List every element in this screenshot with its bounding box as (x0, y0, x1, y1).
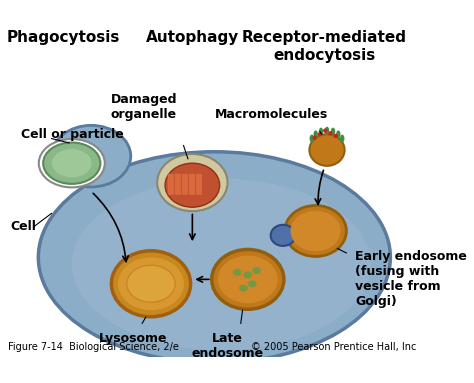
Text: Figure 7-14  Biological Science, 2/e: Figure 7-14 Biological Science, 2/e (8, 342, 178, 352)
Ellipse shape (271, 225, 295, 246)
Ellipse shape (336, 130, 340, 138)
Text: Lysosome: Lysosome (99, 332, 168, 345)
Ellipse shape (127, 265, 175, 302)
Ellipse shape (310, 134, 345, 166)
Ellipse shape (313, 130, 318, 138)
Text: Early endosome
(fusing with
vesicle from
Golgi): Early endosome (fusing with vesicle from… (355, 250, 467, 308)
FancyBboxPatch shape (189, 174, 195, 195)
Ellipse shape (165, 163, 219, 207)
FancyBboxPatch shape (182, 174, 188, 195)
Text: Cell or particle: Cell or particle (21, 128, 124, 141)
Text: © 2005 Pearson Prentice Hall, Inc: © 2005 Pearson Prentice Hall, Inc (251, 342, 416, 352)
Ellipse shape (212, 249, 284, 309)
Ellipse shape (334, 134, 338, 138)
Ellipse shape (285, 205, 346, 257)
Text: Damaged
organelle: Damaged organelle (111, 93, 177, 121)
Ellipse shape (233, 269, 242, 276)
Ellipse shape (72, 178, 371, 350)
Ellipse shape (39, 139, 105, 187)
FancyBboxPatch shape (175, 174, 181, 195)
Text: Receptor-mediated
endocytosis: Receptor-mediated endocytosis (242, 30, 407, 63)
Ellipse shape (38, 152, 391, 363)
Ellipse shape (111, 251, 191, 317)
Ellipse shape (248, 280, 256, 287)
Ellipse shape (291, 211, 341, 251)
Ellipse shape (328, 131, 333, 136)
Ellipse shape (243, 272, 252, 278)
Ellipse shape (318, 132, 322, 136)
Ellipse shape (312, 136, 317, 140)
Ellipse shape (252, 267, 261, 274)
Text: Late
endosome: Late endosome (191, 332, 264, 360)
Ellipse shape (52, 149, 91, 177)
Ellipse shape (239, 285, 248, 292)
Ellipse shape (325, 127, 329, 134)
Ellipse shape (157, 154, 228, 211)
Ellipse shape (118, 257, 184, 310)
Text: Autophagy: Autophagy (146, 30, 239, 45)
Ellipse shape (52, 125, 131, 187)
Ellipse shape (43, 142, 100, 184)
Ellipse shape (323, 128, 328, 133)
FancyBboxPatch shape (196, 174, 202, 195)
Ellipse shape (331, 128, 335, 136)
Ellipse shape (340, 134, 345, 142)
Ellipse shape (218, 255, 278, 303)
Ellipse shape (319, 128, 323, 136)
Text: Macromolecules: Macromolecules (215, 108, 328, 121)
Text: Phagocytosis: Phagocytosis (6, 30, 119, 45)
Text: Cell: Cell (10, 220, 36, 233)
Ellipse shape (310, 134, 314, 142)
FancyBboxPatch shape (168, 174, 174, 195)
